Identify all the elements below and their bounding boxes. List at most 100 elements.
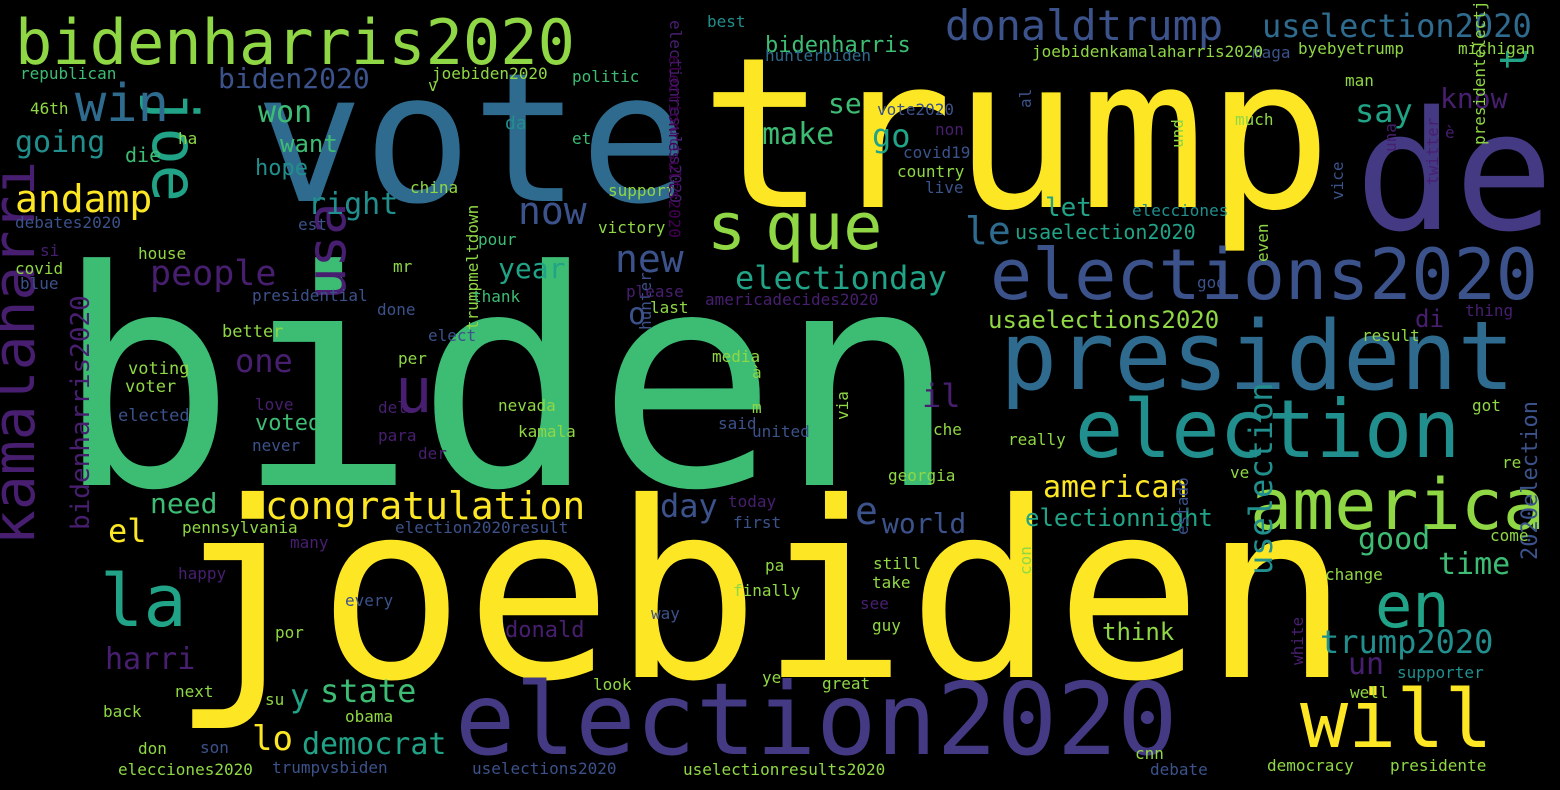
cloud-word: bidenharris bbox=[765, 33, 911, 58]
cloud-word: america bbox=[1250, 464, 1546, 546]
cloud-word: people bbox=[150, 254, 277, 294]
cloud-word: donaldtrump bbox=[945, 1, 1224, 50]
cloud-word: state bbox=[320, 672, 417, 710]
cloud-word: going bbox=[15, 125, 106, 160]
cloud-word: por bbox=[275, 623, 304, 642]
cloud-word: great bbox=[822, 674, 871, 693]
cloud-word: won bbox=[258, 95, 313, 130]
cloud-word: et bbox=[572, 129, 592, 148]
cloud-word: result bbox=[1362, 326, 1420, 345]
cloud-word: 46th bbox=[30, 99, 69, 118]
cloud-word: god bbox=[1197, 273, 1226, 292]
cloud-word: support bbox=[608, 181, 676, 200]
cloud-word: good bbox=[1358, 522, 1431, 557]
cloud-word: blue bbox=[20, 274, 59, 293]
cloud-word: elect bbox=[428, 326, 477, 345]
cloud-word: american bbox=[1043, 470, 1188, 505]
cloud-word: vote bbox=[255, 35, 689, 244]
cloud-word: electionnight bbox=[1025, 504, 1213, 532]
cloud-word: man bbox=[1345, 71, 1374, 90]
cloud-word: done bbox=[377, 300, 416, 319]
cloud-word: first bbox=[733, 513, 782, 532]
cloud-word: donald bbox=[505, 618, 585, 643]
cloud-word: non bbox=[935, 120, 964, 139]
cloud-word: happy bbox=[178, 564, 227, 583]
cloud-word: live bbox=[925, 178, 964, 197]
cloud-word: nevada bbox=[498, 396, 556, 415]
cloud-word: uselection2020 bbox=[1262, 7, 1532, 45]
cloud-word: à bbox=[752, 363, 762, 382]
cloud-word: media bbox=[712, 347, 761, 366]
cloud-word: supporter bbox=[1397, 663, 1484, 682]
cloud-word: che bbox=[933, 420, 962, 439]
cloud-word: s bbox=[707, 190, 747, 265]
cloud-word: uselectionresults2020 bbox=[683, 760, 886, 779]
cloud-word: make bbox=[762, 117, 835, 152]
cloud-word: love bbox=[255, 395, 294, 414]
cloud-word: say bbox=[1355, 92, 1413, 130]
cloud-word: democrat bbox=[302, 727, 447, 762]
cloud-word: see bbox=[860, 594, 889, 613]
cloud-word: la bbox=[100, 559, 187, 643]
cloud-word: ve bbox=[1230, 463, 1250, 482]
cloud-word: e bbox=[855, 489, 878, 533]
cloud-word: really bbox=[1008, 430, 1066, 449]
cloud-word: para bbox=[378, 426, 417, 445]
cloud-word: le bbox=[965, 209, 1011, 253]
cloud-word: die bbox=[125, 143, 162, 167]
cloud-word: v bbox=[428, 76, 438, 95]
cloud-word: der bbox=[418, 444, 447, 463]
cloud-word: usaelection2020 bbox=[1015, 220, 1196, 244]
cloud-word: joebidenkamalaharris2020 bbox=[1032, 42, 1264, 61]
cloud-word: last bbox=[650, 298, 689, 317]
cloud-word: di bbox=[1415, 305, 1444, 333]
cloud-word: harri bbox=[105, 642, 196, 677]
cloud-word: president bbox=[1000, 302, 1515, 412]
cloud-word: way bbox=[651, 604, 680, 623]
cloud-word: today bbox=[728, 492, 777, 511]
cloud-word: please bbox=[626, 282, 684, 301]
cloud-word: many bbox=[290, 533, 329, 552]
cloud-word: michigan bbox=[1458, 39, 1536, 58]
cloud-word: vote2020 bbox=[877, 100, 955, 119]
cloud-word: elections2020 bbox=[990, 234, 1538, 316]
cloud-word: pour bbox=[478, 230, 517, 249]
cloud-word: uselection bbox=[1242, 382, 1280, 575]
cloud-word: da bbox=[505, 113, 527, 134]
cloud-word: country bbox=[897, 162, 965, 181]
cloud-word: go bbox=[872, 117, 911, 155]
cloud-word: se bbox=[828, 87, 862, 120]
cloud-word: got bbox=[1472, 396, 1501, 415]
cloud-word: want bbox=[280, 130, 338, 158]
cloud-word: debate bbox=[1150, 760, 1208, 779]
cloud-word: u bbox=[395, 354, 433, 427]
cloud-word: next bbox=[175, 682, 214, 701]
cloud-word: united bbox=[752, 422, 810, 441]
cloud-word: del bbox=[378, 398, 407, 417]
cloud-word: will bbox=[1300, 673, 1493, 766]
cloud-word: m bbox=[752, 398, 762, 417]
cloud-word: trumpvsbiden bbox=[272, 758, 388, 777]
cloud-word: bidenharris2020 bbox=[15, 6, 575, 79]
cloud-word: best bbox=[707, 12, 746, 31]
cloud-word: su bbox=[265, 690, 285, 709]
cloud-word: elected bbox=[118, 406, 190, 426]
cloud-word: trumpmeltdown bbox=[463, 204, 482, 330]
cloud-word: still bbox=[873, 554, 922, 573]
cloud-word: one bbox=[235, 342, 293, 380]
cloud-word: trump bbox=[700, 12, 1333, 257]
cloud-word: change bbox=[1325, 565, 1383, 584]
cloud-word: mr bbox=[393, 257, 413, 276]
cloud-word: voter bbox=[125, 377, 177, 397]
cloud-word: el bbox=[108, 512, 147, 550]
cloud-word: let bbox=[1045, 193, 1092, 223]
cloud-word: joebiden2020 bbox=[432, 64, 548, 83]
cloud-word: electionday bbox=[735, 259, 947, 297]
cloud-word: don bbox=[138, 739, 167, 758]
cloud-word: en bbox=[1375, 569, 1450, 642]
cloud-word: republican bbox=[20, 64, 117, 83]
cloud-word: y bbox=[290, 677, 310, 715]
cloud-word: kamala bbox=[518, 422, 576, 441]
cloud-word: georgia bbox=[888, 466, 956, 485]
cloud-word: si bbox=[40, 241, 60, 260]
